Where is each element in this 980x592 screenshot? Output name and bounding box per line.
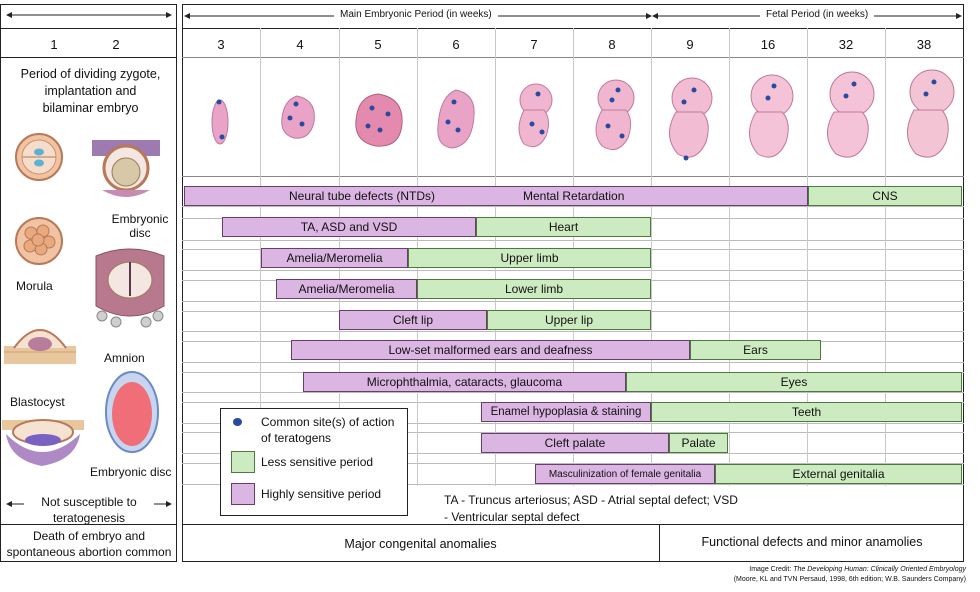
implantation-image <box>92 140 160 207</box>
week-32-label: 32 <box>838 37 854 52</box>
week-38-label: 38 <box>916 37 932 52</box>
label-embryonic-disc: Embryonic disc <box>111 212 169 240</box>
week-7-label: 7 <box>530 37 538 52</box>
bar-heart-highly-sensitive: TA, ASD and VSD <box>222 217 476 237</box>
legend-less-label: Less sensitive period <box>261 455 374 469</box>
legend-less-swatch <box>231 451 255 473</box>
legend-high-swatch <box>231 483 255 505</box>
week-4-label: 4 <box>296 37 304 52</box>
credit-title: The Developing Human: Clinically Oriente… <box>793 566 966 573</box>
week-6-label: 6 <box>452 37 460 52</box>
week-8-label: 8 <box>608 37 616 52</box>
embryo-week-7-image <box>504 80 562 161</box>
bar-upper-limb-less-sensitive: Upper limb <box>408 248 651 268</box>
credit-citation: (Moore, KL and TVN Persaud, 1998, 6th ed… <box>733 576 966 583</box>
bar-ears-less-sensitive: Ears <box>690 340 821 360</box>
embryo-week-3-image <box>205 92 235 157</box>
bar-teeth-highly-sensitive: Enamel hypoplasia & staining <box>481 402 651 422</box>
main-period-label: Main Embryonic Period (in weeks) <box>334 9 498 20</box>
fetus-week-9-image <box>656 74 720 169</box>
image-credit: Image Credit: The Developing Human: Clin… <box>600 565 966 585</box>
legend-high-label: Highly sensitive period <box>261 487 382 501</box>
bar-lower-limb-less-sensitive: Lower limb <box>417 279 651 299</box>
bar-eyes-highly-sensitive: Microphthalmia, cataracts, glaucoma <box>303 372 626 392</box>
bilaminar-image <box>2 410 84 477</box>
bottom-divider <box>659 524 660 562</box>
blastocyst-image <box>4 312 76 373</box>
bar-heart-less-sensitive: Heart <box>476 217 651 237</box>
bar-palate-less-sensitive: Palate <box>669 433 728 453</box>
left-panel-title: Period of dividing zygote, implantation … <box>20 67 161 115</box>
amnion-image <box>104 370 160 459</box>
embryo-week-4-image <box>272 90 322 151</box>
legend-box: Common site(s) of action of teratogens L… <box>220 408 408 516</box>
zygote-image <box>14 132 64 187</box>
bar-ears-highly-sensitive: Low-set malformed ears and deafness <box>291 340 690 360</box>
bar-palate-highly-sensitive: Cleft palate <box>481 433 669 453</box>
bar-eyes-less-sensitive: Eyes <box>626 372 962 392</box>
week-3-label: 3 <box>217 37 225 52</box>
fetus-week-38-image <box>892 68 960 169</box>
not-susceptible-label: Not susceptible to teratogenesis <box>24 494 154 526</box>
week-5-label: 5 <box>374 37 382 52</box>
label-amnion: Amnion <box>104 351 145 365</box>
label-morula: Morula <box>16 279 53 293</box>
ntd-label: Neural tube defects (NTDs) <box>289 189 436 203</box>
left-arrow <box>6 8 172 22</box>
fetus-week-32-image <box>812 70 880 169</box>
trophoblast-image <box>90 246 170 335</box>
not-susceptible-text: Not susceptible to teratogenesis <box>41 495 137 525</box>
bar-genitalia-highly-sensitive: Masculinization of female genitalia <box>535 464 715 484</box>
label-blastocyst: Blastocyst <box>10 395 65 409</box>
week-16-label: 16 <box>760 37 776 52</box>
bar-cns-less-sensitive: CNS <box>808 186 962 206</box>
bar-upper-limb-highly-sensitive: Amelia/Meromelia <box>261 248 408 268</box>
week-9-label: 9 <box>686 37 694 52</box>
fetal-period-label: Fetal Period (in weeks) <box>760 9 875 20</box>
morula-image <box>14 216 64 271</box>
mental-retardation-label: Mental Retardation <box>523 189 625 203</box>
embryo-week-5-image <box>348 90 408 157</box>
death-label: Death of embryo and spontaneous abortion… <box>6 529 172 559</box>
bar-cns-highly-sensitive: Neural tube defects (NTDs) Mental Retard… <box>184 186 808 206</box>
fetus-week-16-image <box>734 72 800 169</box>
teratogen-dot-icon <box>233 418 242 426</box>
functional-defects-label: Functional defects and minor anamolies <box>701 535 923 549</box>
abbreviations-text: TA - Truncus arteriosus; ASD - Atrial se… <box>444 493 738 524</box>
legend-dot-label: Common site(s) of action of teratogens <box>261 415 395 445</box>
bar-lip-highly-sensitive: Cleft lip <box>339 310 487 330</box>
label-embryonic-disc-2: Embryonic disc <box>90 465 172 479</box>
bar-genitalia-less-sensitive: External genitalia <box>715 464 962 484</box>
week-2-label: 2 <box>112 37 120 52</box>
bar-lower-limb-highly-sensitive: Amelia/Meromelia <box>276 279 417 299</box>
credit-prefix: Image Credit: <box>749 566 792 573</box>
embryo-week-6-image <box>428 86 482 161</box>
major-anomalies-label: Major congenital anomalies <box>344 537 497 551</box>
bar-teeth-less-sensitive: Teeth <box>651 402 962 422</box>
week-1-label: 1 <box>50 37 58 52</box>
embryo-week-8-image <box>582 76 644 163</box>
bar-lip-less-sensitive: Upper lip <box>487 310 651 330</box>
